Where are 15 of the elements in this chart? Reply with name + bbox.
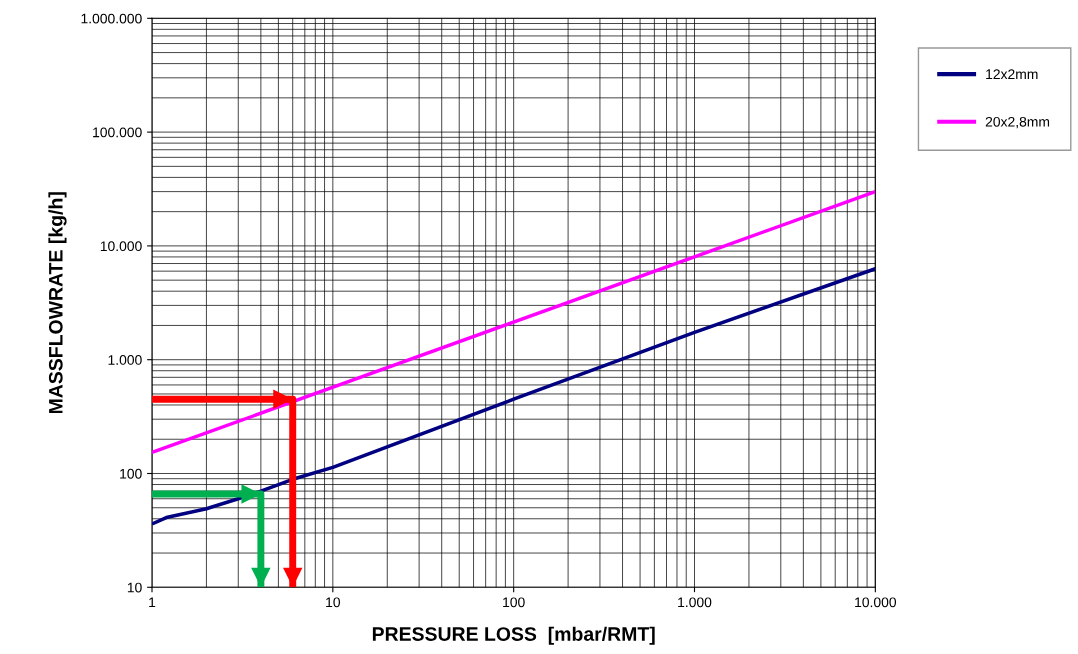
legend-label: 20x2,8mm (985, 116, 1050, 129)
x-tick-label: 10 (326, 597, 341, 608)
x-tick-label: 100 (503, 597, 525, 608)
y-axis-title: MASSFLOWRATE [kg/h] (48, 192, 67, 414)
x-axis-title: PRESSURE LOSS [mbar/RMT] (372, 626, 655, 645)
y-tick-label: 1.000 (108, 355, 142, 365)
y-tick-label: 10.000 (100, 241, 142, 252)
legend-label: 12x2mm (986, 69, 1038, 79)
x-tick-label: 10.000 (855, 597, 897, 608)
x-tick-label: 1 (149, 597, 156, 608)
y-tick-label: 1.000.000 (81, 13, 142, 24)
x-tick-label: 1.000 (678, 597, 712, 608)
y-tick-label: 100 (120, 468, 142, 479)
y-tick-label: 10 (127, 582, 142, 593)
y-tick-label: 100.000 (93, 127, 142, 138)
